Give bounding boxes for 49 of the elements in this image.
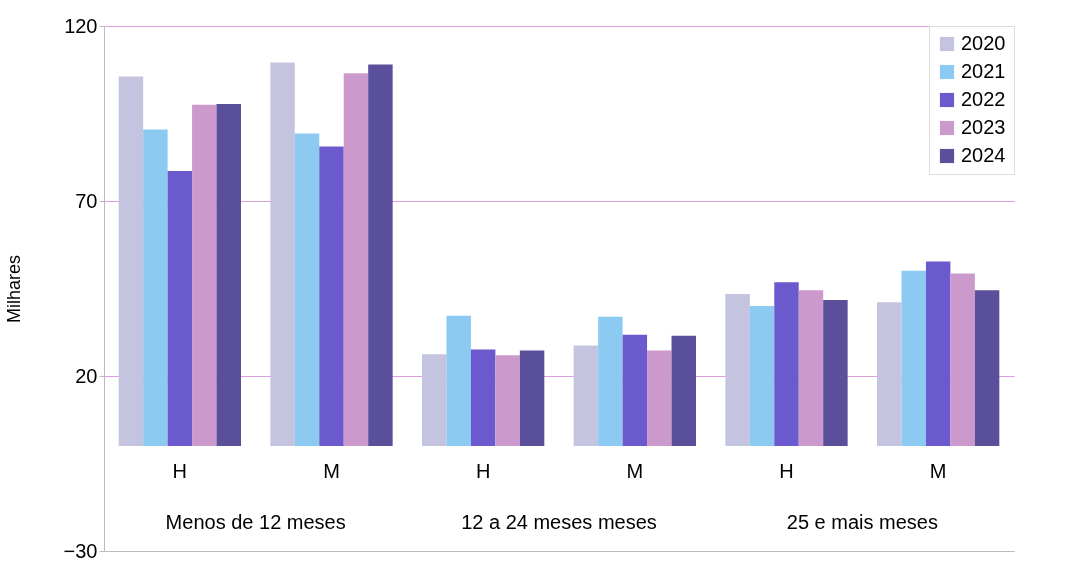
bar: [573, 345, 599, 446]
bar: [470, 349, 496, 446]
annotation: Menos de 12 meses: [165, 511, 346, 533]
bar: [143, 129, 168, 446]
y-tick-label: 120: [64, 14, 98, 37]
bar: [749, 306, 775, 446]
bar: [798, 290, 824, 446]
legend-label: 2022: [961, 88, 1006, 110]
x-tick-label: M: [323, 459, 340, 482]
bar: [974, 290, 1000, 446]
bar: [422, 354, 447, 446]
bar: [823, 300, 848, 446]
bar: [319, 146, 344, 446]
bar: [495, 355, 520, 446]
legend-label: 2021: [961, 60, 1006, 82]
bar: [950, 273, 975, 446]
bar: [622, 334, 648, 446]
x-tick-label: M: [929, 459, 947, 482]
y-tick-label: 70: [75, 189, 98, 212]
bar: [216, 104, 241, 446]
bar: [446, 315, 471, 446]
bar: [270, 62, 295, 446]
legend-label: 2023: [961, 116, 1006, 138]
bar: [725, 294, 750, 446]
y-axis-title: Milhares: [3, 254, 24, 324]
annotation: 25 e mais meses: [786, 511, 938, 533]
bar: [368, 64, 393, 446]
bar: [877, 302, 902, 446]
bar: [598, 316, 623, 446]
y-tick-label: −30: [63, 539, 98, 562]
bar: [774, 282, 799, 446]
bar: [647, 350, 672, 446]
legend-label: 2020: [961, 32, 1006, 54]
x-tick-label: M: [626, 459, 644, 482]
bar: [901, 270, 926, 446]
bar: [118, 76, 144, 446]
bar: [671, 335, 696, 446]
y-tick-label: 20: [75, 364, 98, 387]
bar: [192, 104, 217, 446]
bar: [294, 133, 320, 446]
bar: [925, 261, 951, 446]
legend-label: 2024: [961, 144, 1006, 166]
bar: [343, 73, 369, 446]
x-tick-label: H: [475, 459, 491, 482]
bar: [519, 350, 545, 446]
x-tick-label: H: [172, 459, 188, 482]
x-tick-label: H: [779, 459, 794, 482]
bar: [167, 170, 193, 446]
annotation: 12 a 24 meses meses: [461, 511, 657, 533]
